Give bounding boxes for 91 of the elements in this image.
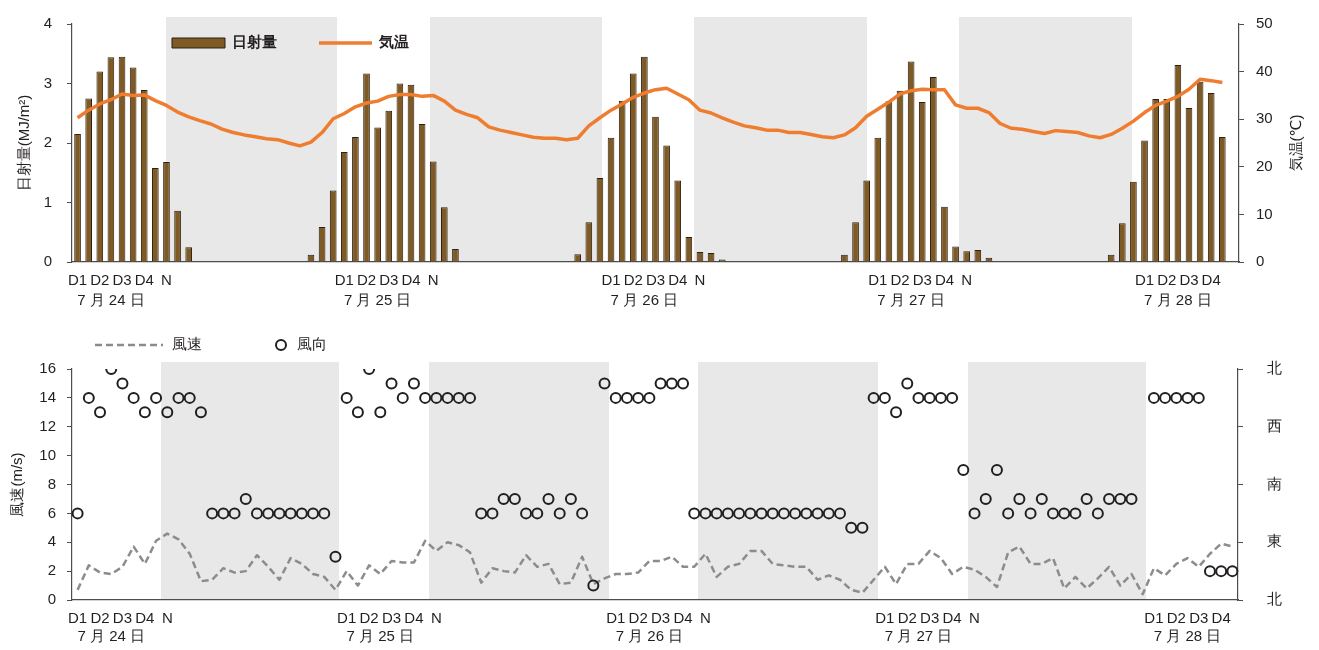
x-tick-label: D4 [401, 271, 421, 289]
y-tick-label: 4 [43, 14, 52, 32]
y-tick-label: 14 [39, 388, 56, 406]
x-tick-label: D4 [134, 271, 154, 289]
x-tick-label: N [969, 609, 980, 627]
x-tick-label: D1 [1144, 609, 1164, 627]
x-tick-label: D1 [601, 271, 621, 289]
x-tick-label: N [961, 271, 973, 289]
x-tick-label: N [427, 271, 439, 289]
text: 7 月 28 日 [1144, 291, 1212, 309]
x-tick-label: D1 [1134, 271, 1155, 289]
y-axis-title: 日射量(MJ/m²) [15, 94, 33, 192]
text: 7 月 28 日 [1153, 627, 1222, 645]
x-tick-label: D1 [337, 609, 357, 627]
x-tick-label: D1 [875, 609, 895, 627]
legend-label: 気温 [378, 33, 409, 51]
text: 7 月 26 日 [610, 291, 679, 309]
text: 7 月 25 日 [343, 291, 412, 309]
x-tick-label: D3 [920, 609, 940, 627]
y-tick-label: 0 [47, 590, 56, 608]
text: 7 月 26 日 [615, 627, 684, 645]
y2-tick-label: 10 [1256, 204, 1273, 222]
text: 7 月 27 日 [884, 627, 953, 645]
y2-tick-label: 40 [1256, 61, 1273, 79]
category-label: 南 [1267, 474, 1282, 492]
x-tick-label: D4 [404, 609, 424, 627]
x-tick-label: D4 [668, 271, 688, 289]
y-tick-label: 3 [43, 73, 52, 91]
x-tick-label: D2 [628, 609, 648, 627]
category-label: 東 [1267, 532, 1282, 550]
x-tick-label: N [161, 271, 172, 289]
y2-axis-title: 気温(℃) [1287, 114, 1305, 172]
x-tick-label: D1 [868, 271, 888, 289]
x-tick-label: D2 [90, 271, 110, 289]
x-tick-label: D2 [623, 271, 643, 289]
y-tick-label: 2 [43, 133, 52, 151]
x-tick-label: D1 [334, 271, 354, 289]
y-tick-label: 0 [43, 252, 52, 270]
x-tick-label: D3 [1179, 271, 1199, 289]
y-axis-title: 風速(m/s) [8, 452, 26, 517]
y-tick-label: 10 [39, 445, 56, 463]
y-tick-label: 4 [47, 532, 56, 550]
x-tick-label: D2 [359, 609, 379, 627]
x-tick-label: D2 [1166, 609, 1186, 627]
x-tick-label: D1 [68, 609, 88, 627]
legend-label: 風速 [172, 335, 202, 353]
x-tick-label: D3 [112, 271, 132, 289]
x-tick-label: D2 [356, 271, 377, 289]
y-tick-label: 8 [47, 474, 56, 492]
y-tick-label: 1 [43, 192, 52, 210]
x-tick-label: N [430, 609, 442, 627]
y-tick-label: 2 [47, 561, 56, 579]
x-tick-label: D3 [379, 271, 399, 289]
text: 7 月 27 日 [877, 291, 945, 309]
legend-label: 風向 [297, 335, 327, 353]
x-tick-label: D3 [645, 271, 666, 289]
category-label: 北 [1267, 359, 1282, 377]
category-label: 西 [1267, 416, 1282, 434]
x-tick-label: D4 [1211, 609, 1231, 627]
x-tick-label: D2 [897, 609, 917, 627]
x-tick-label: D3 [112, 609, 133, 627]
x-tick-label: N [694, 271, 706, 289]
x-tick-label: N [700, 609, 711, 627]
y-tick-label: 6 [47, 503, 56, 521]
x-tick-label: D1 [606, 609, 626, 627]
x-tick-label: D4 [934, 271, 955, 289]
x-tick-label: D2 [90, 609, 110, 627]
y-tick-label: 12 [39, 416, 56, 434]
x-tick-label: D2 [1157, 271, 1177, 289]
x-tick-label: D4 [1201, 271, 1221, 289]
x-tick-label: D3 [651, 609, 671, 627]
y2-tick-label: 20 [1256, 156, 1273, 174]
y2-tick-label: 30 [1256, 109, 1273, 127]
text: 7 月 24 日 [77, 627, 146, 645]
y-tick-label: 16 [39, 359, 56, 377]
x-tick-label: D3 [381, 609, 402, 627]
x-tick-label: D4 [673, 609, 693, 627]
x-tick-label: D4 [942, 609, 962, 627]
line-series [76, 532, 1234, 596]
x-tick-label: D3 [1189, 609, 1209, 627]
x-tick-label: D1 [67, 271, 88, 289]
text: 7 月 25 日 [346, 627, 415, 645]
x-tick-label: N [161, 609, 173, 627]
y2-tick-label: 0 [1256, 252, 1265, 270]
x-tick-label: D3 [912, 271, 932, 289]
legend-label: 日射量 [232, 33, 277, 51]
x-tick-label: D2 [890, 271, 910, 289]
y2-tick-label: 50 [1256, 14, 1273, 32]
x-tick-label: D4 [135, 609, 155, 627]
text: 7 月 24 日 [77, 291, 145, 309]
category-label: 北 [1267, 590, 1282, 608]
